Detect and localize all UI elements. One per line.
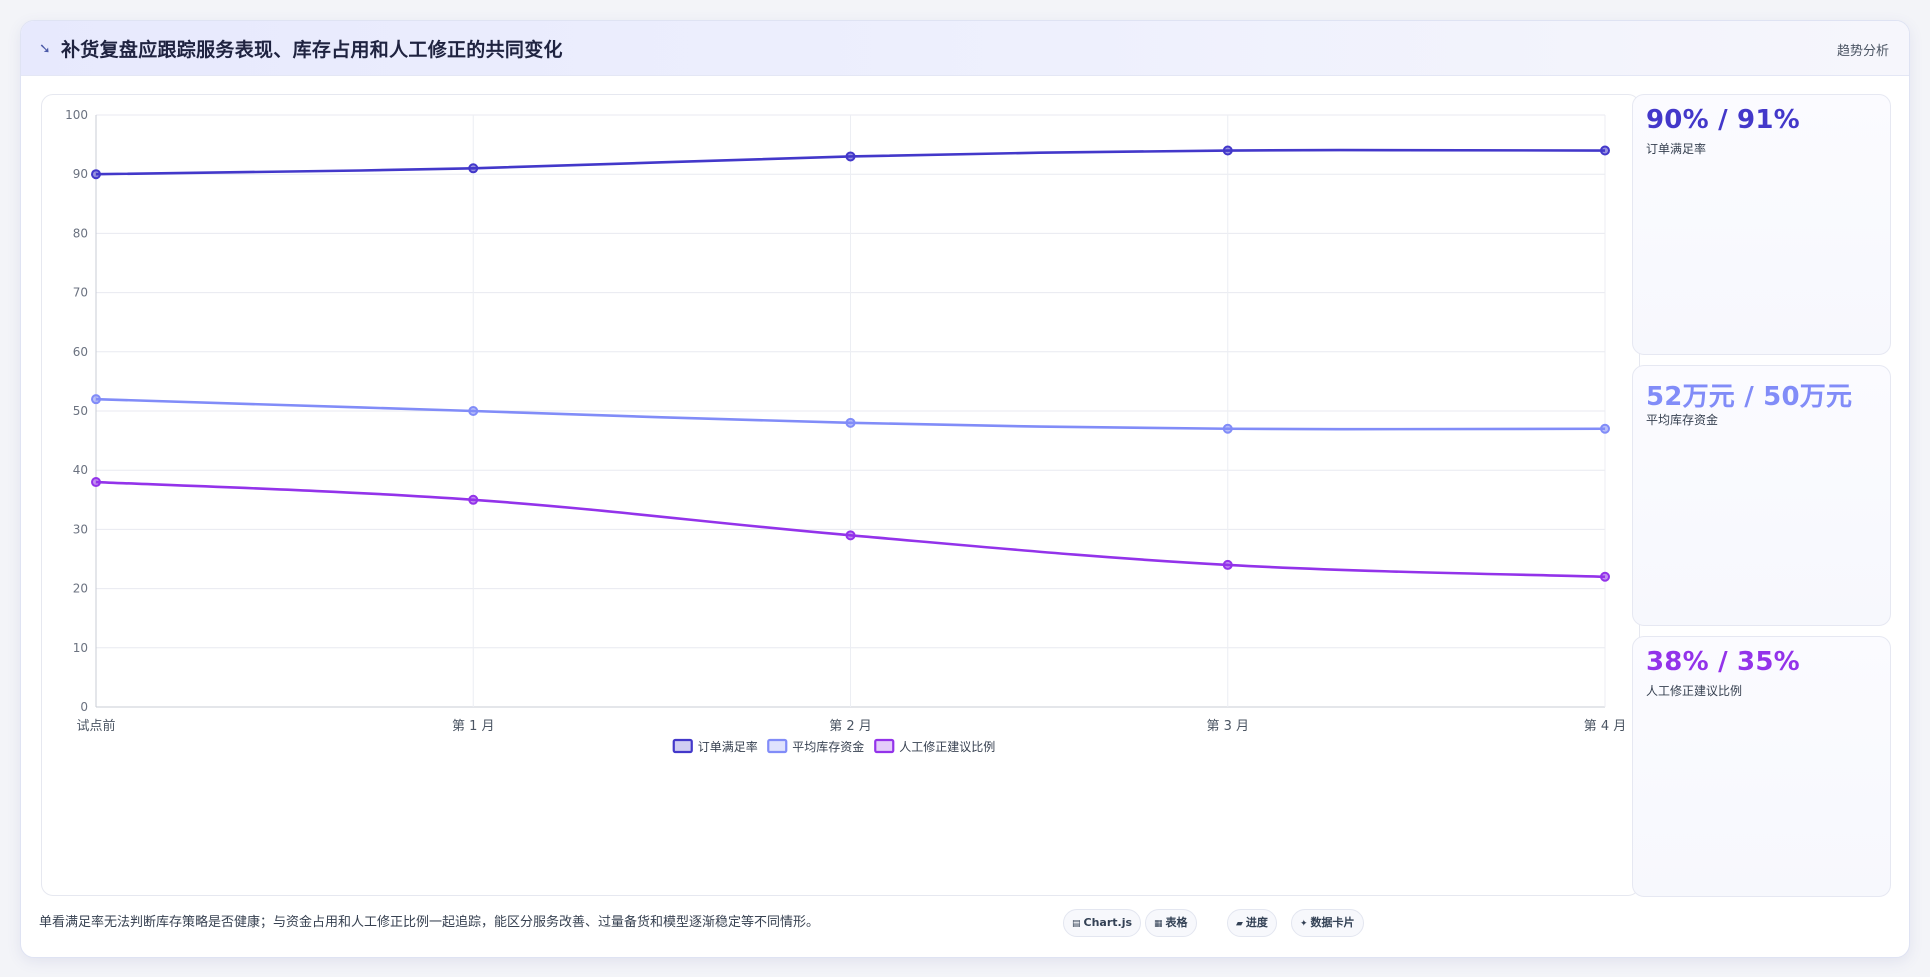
footer-note: 单看满足率无法判断库存策略是否健康；与资金占用和人工修正比例一起追踪，能区分服务… — [39, 915, 820, 930]
card-header: ➘ 补货复盘应跟踪服务表现、库存占用和人工修正的共同变化 趋势分析 — [21, 21, 1909, 76]
data-point — [845, 530, 856, 541]
stat-value: 90% / 91% — [1646, 105, 1800, 135]
chart-icon: ▤ — [1072, 919, 1081, 929]
data-point — [468, 406, 479, 416]
data-point — [1600, 571, 1610, 582]
card-title: 补货复盘应跟踪服务表现、库存占用和人工修正的共同变化 — [61, 39, 563, 61]
data-point — [1600, 145, 1610, 156]
x-tick-label: 第 4 月 — [1584, 719, 1627, 734]
stat-label: 订单满足率 — [1646, 142, 1707, 156]
stat-card-manual-correction: 38% / 35% 人工修正建议比例 — [1632, 636, 1891, 897]
chip-table[interactable]: ▦ 表格 — [1145, 909, 1197, 937]
legend-swatch — [767, 738, 788, 754]
data-point — [91, 477, 101, 488]
y-tick-label: 50 — [73, 404, 88, 418]
chip-label: 数据卡片 — [1310, 916, 1355, 929]
legend-swatch — [672, 738, 693, 754]
data-point — [1600, 423, 1610, 434]
chip-chartjs[interactable]: ▤ Chart.js — [1063, 909, 1142, 937]
data-point — [91, 394, 101, 405]
y-tick-label: 70 — [73, 286, 88, 300]
progress-icon: ▰ — [1236, 919, 1243, 929]
trend-card: ➘ 补货复盘应跟踪服务表现、库存占用和人工修正的共同变化 趋势分析 0 10 20 3… — [20, 20, 1910, 958]
legend-swatch — [874, 738, 895, 754]
y-tick-label: 60 — [73, 345, 88, 359]
table-icon: ▦ — [1154, 919, 1163, 929]
legend-label: 平均库存资金 — [792, 739, 864, 754]
y-tick-label: 10 — [73, 641, 88, 655]
data-point — [468, 494, 479, 505]
stat-value: 52万元 / 50万元 — [1646, 382, 1853, 412]
chip-label: 表格 — [1165, 916, 1188, 929]
trend-icon: ➘ — [39, 41, 51, 57]
data-point — [845, 417, 856, 428]
data-point — [845, 151, 856, 162]
y-tick-label: 40 — [73, 463, 88, 477]
stat-card-inventory-capital: 52万元 / 50万元 平均库存资金 — [1632, 365, 1891, 626]
data-point — [1222, 559, 1233, 570]
data-point — [91, 169, 101, 180]
analysis-type-tag: 趋势分析 — [1836, 44, 1889, 59]
stat-card-fill-rate: 90% / 91% 订单满足率 — [1632, 94, 1891, 355]
y-tick-label: 80 — [73, 226, 88, 240]
y-tick-label: 90 — [73, 167, 88, 181]
data-point — [1222, 423, 1233, 434]
y-tick-label: 100 — [65, 108, 88, 122]
x-tick-label: 试点前 — [76, 718, 115, 734]
y-tick-label: 0 — [80, 700, 88, 714]
stat-label: 人工修正建议比例 — [1646, 684, 1743, 698]
data-point — [468, 163, 479, 174]
chip-label: 进度 — [1245, 916, 1268, 929]
legend-label: 订单满足率 — [698, 739, 758, 754]
line-chart: 0 10 20 30 40 50 60 70 80 90 100 试点前 第 1 月 第 2 月 第 3 月… — [65, 108, 1627, 754]
chip-label: Chart.js — [1083, 916, 1133, 929]
legend-label: 人工修正建议比例 — [899, 739, 995, 754]
chip-data-card[interactable]: ✦ 数据卡片 — [1291, 909, 1364, 937]
x-tick-label: 第 2 月 — [829, 719, 872, 734]
card-icon: ✦ — [1300, 919, 1308, 929]
chip-progress[interactable]: ▰ 进度 — [1227, 909, 1277, 937]
stat-label: 平均库存资金 — [1646, 413, 1719, 427]
stat-value: 38% / 35% — [1646, 647, 1800, 677]
data-point — [1222, 145, 1233, 156]
x-tick-label: 第 3 月 — [1206, 719, 1249, 734]
y-tick-label: 20 — [73, 582, 88, 596]
x-tick-label: 第 1 月 — [452, 719, 495, 734]
chart-panel: 0 10 20 30 40 50 60 70 80 90 100 试点前 第 1 月 第 2 月 第 3 月… — [41, 94, 1640, 896]
y-tick-label: 30 — [73, 522, 88, 536]
